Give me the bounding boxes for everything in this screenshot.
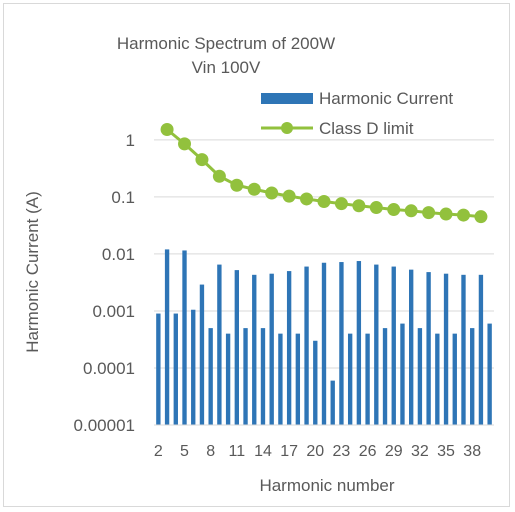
bar-harmonic-39: [478, 274, 484, 425]
chart-frame: Harmonic Spectrum of 200W Vin 100V 0.000…: [3, 3, 510, 507]
limit-point-h19: [300, 192, 314, 206]
x-tick-label: 5: [180, 443, 189, 460]
bar-harmonic-23: [339, 262, 344, 425]
bar-harmonic-28: [382, 328, 388, 425]
bar-harmonic-32: [417, 328, 423, 425]
x-tick-label: 23: [333, 443, 351, 460]
limit-point-h15: [265, 186, 279, 200]
bar-harmonic-31: [409, 269, 414, 425]
chart-svg: Harmonic Spectrum of 200W Vin 100V 0.000…: [23, 34, 494, 495]
bar-harmonic-8: [208, 328, 213, 425]
x-tick-label: 14: [254, 443, 272, 460]
bar-harmonic-25: [356, 261, 362, 425]
bar-harmonic-14: [260, 328, 266, 425]
bar-harmonic-33: [426, 272, 431, 425]
bar-harmonic-5: [182, 250, 187, 425]
limit-point-h9: [212, 169, 226, 183]
x-tick-label: 11: [229, 443, 246, 460]
bar-harmonic-10: [225, 333, 231, 425]
y-tick-label: 0.001: [92, 302, 135, 321]
bar-harmonic-18: [295, 333, 301, 425]
bar-harmonic-13: [252, 274, 257, 425]
limit-point-h27: [369, 201, 383, 215]
bar-harmonic-34: [435, 333, 440, 425]
y-tick-label: 0.00001: [74, 416, 135, 435]
bar-harmonic-35: [443, 273, 449, 425]
bar-harmonic-38: [470, 328, 475, 425]
bar-harmonic-29: [391, 266, 396, 425]
limit-point-h13: [247, 182, 261, 196]
bar-harmonic-24: [347, 333, 353, 425]
limit-point-h37: [456, 208, 470, 222]
bar-harmonic-37: [461, 274, 466, 425]
chart-subtitle: Vin 100V: [192, 58, 261, 77]
x-tick-label: 2: [154, 443, 163, 460]
x-tick-label: 8: [206, 443, 215, 460]
x-axis-label: Harmonic number: [259, 476, 394, 495]
limit-point-h23: [334, 197, 348, 211]
limit-point-h3: [160, 122, 174, 136]
legend-label-harmonic-current: Harmonic Current: [319, 89, 453, 108]
limit-point-h39: [474, 210, 488, 224]
bar-harmonic-7: [199, 284, 205, 425]
y-tick-label: 0.01: [102, 245, 135, 264]
y-tick-label: 0.1: [111, 188, 135, 207]
bar-harmonic-3: [164, 249, 170, 425]
x-tick-label: 38: [463, 443, 481, 460]
x-tick-label: 32: [411, 443, 429, 460]
limit-point-h21: [317, 195, 331, 209]
bar-harmonic-12: [243, 328, 248, 425]
bar-harmonic-11: [234, 270, 239, 425]
legend-marker-class-d-limit: [281, 122, 293, 134]
limit-series: [160, 122, 488, 224]
bar-harmonic-30: [400, 323, 405, 425]
limit-point-h5: [178, 137, 192, 151]
x-tick-label: 17: [280, 443, 298, 460]
bar-harmonic-6: [191, 309, 196, 425]
y-tick-label: 1: [126, 131, 135, 150]
bar-harmonic-20: [313, 340, 318, 425]
chart-title: Harmonic Spectrum of 200W: [117, 34, 335, 53]
bar-harmonic-16: [278, 333, 283, 425]
bar-harmonic-27: [374, 264, 379, 425]
limit-point-h35: [439, 207, 453, 221]
limit-point-h31: [404, 204, 418, 218]
limit-point-h11: [230, 178, 244, 192]
limit-point-h33: [422, 206, 436, 220]
x-tick-label: 26: [359, 443, 377, 460]
x-tick-label: 35: [437, 443, 455, 460]
y-axis-label: Harmonic Current (A): [23, 191, 42, 353]
bar-harmonic-22: [330, 380, 335, 425]
x-axis-tick-labels: 2 5 8 11 14 17 20 23 26 29 32 35 38: [154, 443, 481, 460]
bar-harmonic-36: [452, 333, 457, 425]
y-tick-label: 0.0001: [83, 359, 135, 378]
bar-harmonic-15: [269, 273, 274, 425]
bar-harmonic-17: [286, 271, 292, 425]
bar-harmonic-21: [321, 262, 327, 425]
y-axis-tick-labels: 0.00001 0.0001 0.001 0.01 0.1 1: [74, 131, 135, 435]
bar-harmonic-19: [304, 266, 309, 425]
bar-harmonic-26: [365, 333, 370, 425]
bar-harmonic-9: [217, 264, 222, 425]
limit-point-h7: [195, 153, 209, 167]
bar-harmonic-4: [173, 313, 178, 425]
bar-harmonic-40: [487, 323, 492, 425]
limit-point-h17: [282, 189, 296, 203]
x-tick-label: 29: [385, 443, 403, 460]
legend-swatch-harmonic-current: [261, 93, 313, 104]
legend: Harmonic Current Class D limit: [261, 89, 453, 138]
bar-series: [156, 249, 492, 425]
x-tick-label: 20: [306, 443, 324, 460]
legend-label-class-d-limit: Class D limit: [319, 119, 414, 138]
bar-harmonic-2: [156, 313, 161, 425]
limit-point-h25: [352, 199, 366, 213]
limit-point-h29: [387, 203, 401, 217]
